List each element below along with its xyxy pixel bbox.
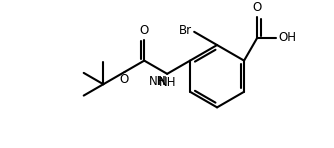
Text: N: N xyxy=(157,75,166,88)
Text: NH: NH xyxy=(159,76,177,89)
Text: O: O xyxy=(253,1,262,14)
Text: OH: OH xyxy=(278,31,296,44)
Text: O: O xyxy=(140,24,149,37)
Text: NH: NH xyxy=(149,75,166,88)
Text: O: O xyxy=(119,73,128,86)
Text: Br: Br xyxy=(179,24,192,37)
